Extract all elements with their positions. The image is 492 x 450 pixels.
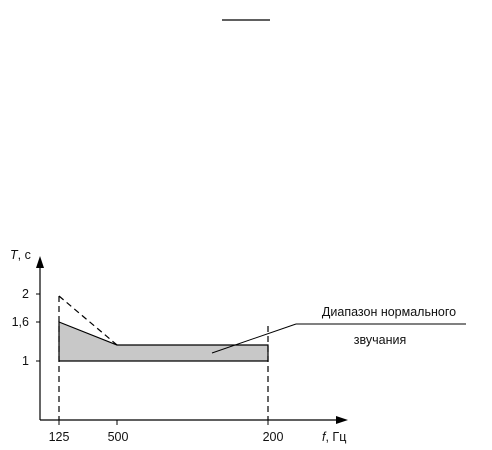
- y-tick-label-2: 2: [22, 287, 29, 301]
- annotation-leader: [211, 323, 297, 354]
- annotation-line-2: звучания: [354, 333, 406, 347]
- band-area: [58, 321, 269, 362]
- y-axis-arrow: [36, 256, 44, 268]
- dashed-upper-limit: [58, 295, 118, 346]
- x-tick-label-125: 125: [49, 430, 70, 444]
- y-axis-unit: , с: [18, 248, 31, 262]
- y-axis-label: T, с: [10, 248, 31, 262]
- x-axis-symbol: f: [322, 430, 327, 444]
- x-tick-label-200: 200: [263, 430, 284, 444]
- x-axis-unit: , Гц: [325, 430, 346, 444]
- x-axis-arrow: [336, 416, 348, 424]
- x-axis-label: f, Гц: [322, 430, 346, 444]
- y-axis-symbol: T: [10, 248, 19, 262]
- annotation-line-1: Диапазон нормального: [322, 305, 456, 319]
- y-tick-label-1: 1: [22, 354, 29, 368]
- y-tick-label-1-6: 1,6: [12, 315, 29, 329]
- x-tick-label-500: 500: [108, 430, 129, 444]
